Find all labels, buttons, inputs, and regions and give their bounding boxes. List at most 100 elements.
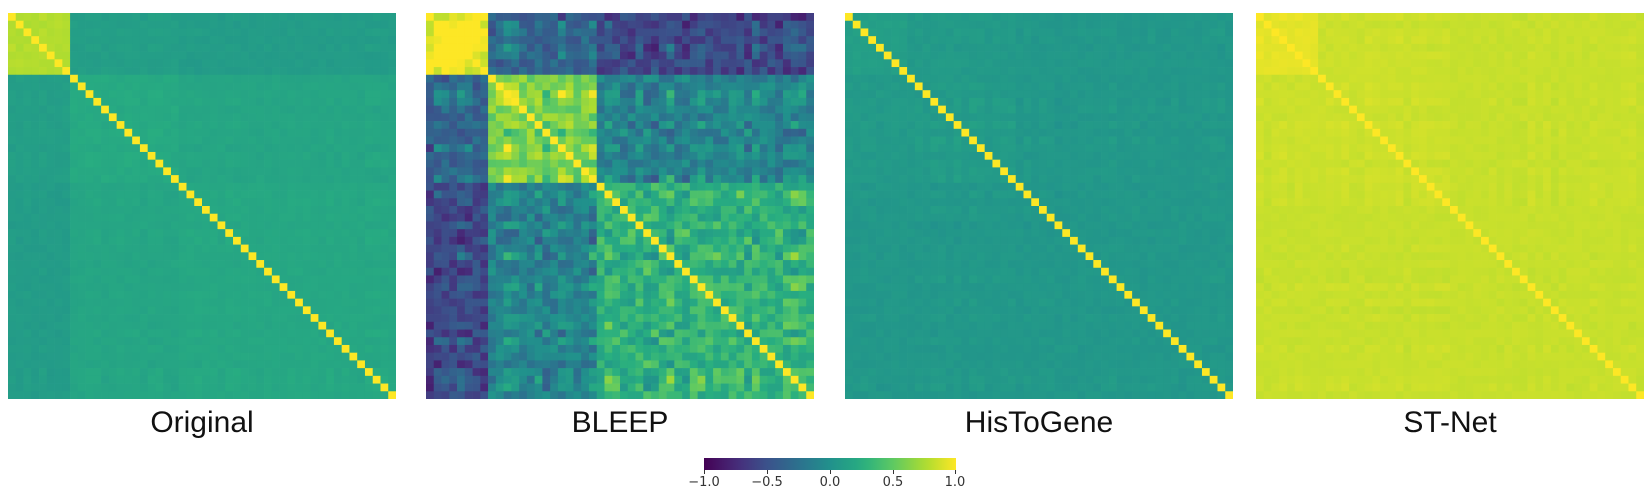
heatmap-cell bbox=[240, 221, 249, 230]
heatmap-cell bbox=[380, 128, 389, 137]
heatmap-cell bbox=[364, 59, 374, 68]
heatmap-cell bbox=[759, 144, 768, 153]
heatmap-cell bbox=[186, 229, 195, 238]
heatmap-cell bbox=[233, 344, 242, 354]
heatmap-cell bbox=[271, 136, 280, 145]
heatmap-cell bbox=[364, 260, 374, 269]
heatmap-cell bbox=[380, 244, 389, 253]
heatmap-cell bbox=[426, 391, 435, 399]
heatmap-cell bbox=[557, 275, 567, 284]
heatmap-cell bbox=[534, 221, 543, 230]
heatmap-cell bbox=[588, 321, 598, 330]
heatmap-cell bbox=[295, 198, 304, 207]
heatmap-cell bbox=[178, 51, 187, 60]
heatmap-cell bbox=[15, 82, 24, 91]
heatmap-cell bbox=[449, 329, 458, 338]
heatmap-cell bbox=[775, 368, 784, 377]
heatmap-cell bbox=[651, 167, 660, 176]
heatmap-cell bbox=[775, 298, 784, 307]
heatmap-cell bbox=[23, 213, 32, 222]
heatmap-cell bbox=[155, 213, 164, 222]
heatmap-cell bbox=[534, 229, 543, 238]
heatmap-cell bbox=[488, 252, 497, 261]
heatmap-cell bbox=[279, 82, 288, 91]
heatmap-cell bbox=[736, 329, 745, 338]
heatmap-cell bbox=[116, 368, 125, 377]
heatmap-cell bbox=[651, 113, 660, 122]
heatmap-cell bbox=[759, 275, 768, 284]
heatmap-cell bbox=[433, 59, 442, 68]
heatmap-cell bbox=[380, 206, 389, 215]
heatmap-cell bbox=[202, 229, 211, 238]
heatmap-cell bbox=[682, 90, 691, 99]
heatmap-cell bbox=[240, 329, 249, 338]
heatmap-cell bbox=[310, 151, 319, 161]
heatmap-cell bbox=[163, 182, 172, 191]
heatmap-cell bbox=[194, 252, 203, 261]
heatmap-cell bbox=[433, 113, 442, 122]
heatmap-cell bbox=[689, 20, 698, 29]
heatmap-cell bbox=[449, 252, 458, 261]
heatmap-cell bbox=[357, 74, 366, 83]
heatmap-cell bbox=[550, 144, 559, 153]
heatmap-cell bbox=[798, 151, 807, 161]
heatmap-cell bbox=[380, 190, 389, 199]
heatmap-cell bbox=[372, 28, 381, 37]
heatmap-cell bbox=[341, 391, 350, 399]
heatmap-cell bbox=[643, 329, 652, 338]
heatmap-cell bbox=[108, 82, 117, 91]
heatmap-cell bbox=[46, 67, 55, 76]
heatmap-cell bbox=[287, 337, 296, 346]
heatmap-cell bbox=[534, 298, 543, 307]
heatmap-cell bbox=[620, 13, 629, 22]
heatmap-cell bbox=[744, 43, 753, 52]
heatmap-cell bbox=[604, 275, 613, 284]
heatmap-cell bbox=[759, 136, 768, 145]
heatmap-cell bbox=[433, 360, 442, 369]
heatmap-cell bbox=[457, 260, 466, 269]
heatmap-cell bbox=[457, 113, 466, 122]
heatmap-cell bbox=[178, 383, 187, 392]
heatmap-cell bbox=[388, 290, 396, 299]
heatmap-cell bbox=[433, 20, 442, 29]
heatmap-cell bbox=[170, 344, 180, 354]
heatmap-cell bbox=[364, 391, 374, 399]
heatmap-cell bbox=[163, 360, 172, 369]
heatmap-cell bbox=[480, 43, 489, 52]
heatmap-cell bbox=[433, 28, 442, 37]
heatmap-cell bbox=[728, 306, 737, 315]
heatmap-cell bbox=[573, 267, 582, 276]
heatmap-cell bbox=[54, 13, 63, 22]
heatmap-cell bbox=[744, 190, 753, 199]
heatmap-cell bbox=[682, 144, 691, 153]
heatmap-cell bbox=[550, 391, 559, 399]
heatmap-cell bbox=[302, 151, 311, 161]
heatmap-cell bbox=[534, 74, 543, 83]
heatmap-cell bbox=[557, 213, 567, 222]
heatmap-cell bbox=[534, 290, 543, 299]
heatmap-cell bbox=[581, 151, 590, 161]
heatmap-cell bbox=[426, 67, 435, 76]
heatmap-cell bbox=[782, 90, 792, 99]
heatmap-cell bbox=[581, 221, 590, 230]
heatmap-cell bbox=[194, 337, 203, 346]
heatmap-cell bbox=[194, 360, 203, 369]
heatmap-cell bbox=[364, 290, 374, 299]
heatmap-cell bbox=[388, 391, 396, 399]
heatmap-cell bbox=[101, 337, 110, 346]
heatmap-cell bbox=[194, 391, 203, 399]
heatmap-cell bbox=[457, 13, 466, 22]
heatmap-cell bbox=[77, 360, 86, 369]
heatmap-cell bbox=[318, 213, 327, 222]
heatmap-cell bbox=[542, 144, 551, 153]
heatmap-cell bbox=[751, 167, 761, 176]
heatmap-cell bbox=[279, 113, 288, 122]
heatmap-cell bbox=[77, 159, 86, 168]
heatmap-cell bbox=[744, 368, 753, 377]
heatmap-cell bbox=[503, 36, 512, 45]
heatmap-cell bbox=[581, 206, 590, 215]
heatmap-cell bbox=[728, 290, 737, 299]
heatmap-cell bbox=[495, 252, 504, 261]
heatmap-cell bbox=[744, 67, 753, 76]
heatmap-cell bbox=[472, 221, 481, 230]
